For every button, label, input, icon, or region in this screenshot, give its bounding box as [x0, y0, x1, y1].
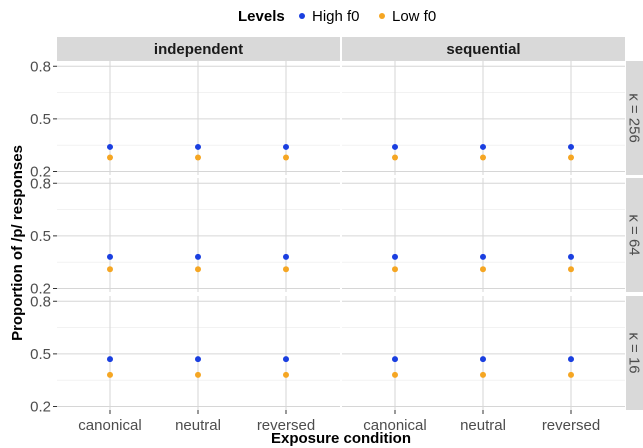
- y-tick-label: 0.5: [30, 228, 51, 245]
- data-point: [392, 266, 398, 273]
- x-tick-label: neutral: [175, 417, 221, 434]
- row-strip-1: [626, 178, 643, 292]
- data-point: [107, 266, 113, 273]
- y-tick-label: 0.2: [30, 163, 51, 180]
- legend-label-low-f0: Low f0: [392, 8, 436, 25]
- data-point: [107, 253, 113, 260]
- data-point: [283, 371, 289, 378]
- column-strip-1: [342, 37, 625, 61]
- column-strip-label: sequential: [446, 41, 520, 58]
- row-strip-label: κ = 64: [626, 214, 643, 255]
- y-tick-label: 0.8: [30, 293, 51, 310]
- y-tick-label: 0.8: [30, 58, 51, 75]
- legend-marker-low-f0: [379, 13, 385, 19]
- data-point: [283, 143, 289, 150]
- data-point: [480, 356, 486, 363]
- data-point: [283, 356, 289, 363]
- y-tick-label: 0.8: [30, 175, 51, 192]
- data-point: [195, 356, 201, 363]
- data-point: [195, 143, 201, 150]
- row-strip-2: [626, 296, 643, 410]
- y-tick-label: 0.2: [30, 398, 51, 415]
- y-tick-label: 0.5: [30, 346, 51, 363]
- data-point: [392, 143, 398, 150]
- panels: independent sequential κ = 256 κ = 64 κ = 16…: [30, 37, 643, 434]
- data-point: [568, 371, 574, 378]
- x-tick-label: reversed: [542, 417, 600, 434]
- data-point: [568, 356, 574, 363]
- row-strip-label: κ = 256: [626, 93, 643, 143]
- x-tick-label: canonical: [78, 417, 141, 434]
- x-tick-label: reversed: [257, 417, 315, 434]
- y-tick-label: 0.2: [30, 280, 51, 297]
- data-point: [107, 371, 113, 378]
- data-point: [568, 266, 574, 273]
- data-point: [195, 371, 201, 378]
- column-strip-0: [57, 37, 340, 61]
- data-point: [568, 253, 574, 260]
- data-point: [195, 154, 201, 161]
- y-axis-title: Proportion of /p/ responses: [9, 145, 26, 341]
- data-point: [480, 371, 486, 378]
- y-tick-label: 0.5: [30, 111, 51, 128]
- legend-label-high-f0: High f0: [312, 8, 360, 25]
- data-point: [195, 253, 201, 260]
- legend: Levels High f0 Low f0: [238, 8, 436, 25]
- x-tick-label: canonical: [363, 417, 426, 434]
- data-point: [283, 266, 289, 273]
- column-strip-label: independent: [154, 41, 243, 58]
- data-point: [107, 143, 113, 150]
- x-tick-label: neutral: [460, 417, 506, 434]
- data-point: [480, 143, 486, 150]
- data-point: [392, 356, 398, 363]
- row-strip-0: [626, 61, 643, 175]
- x-axis-title: Exposure condition: [271, 430, 411, 447]
- data-point: [480, 154, 486, 161]
- data-point: [107, 356, 113, 363]
- data-point: [283, 253, 289, 260]
- data-point: [195, 266, 201, 273]
- data-point: [568, 143, 574, 150]
- row-strip-label: κ = 16: [626, 332, 643, 373]
- data-point: [568, 154, 574, 161]
- data-point: [283, 154, 289, 161]
- data-point: [392, 371, 398, 378]
- legend-title: Levels: [238, 8, 285, 25]
- data-point: [107, 154, 113, 161]
- data-point: [480, 266, 486, 273]
- data-point: [392, 154, 398, 161]
- data-point: [480, 253, 486, 260]
- legend-marker-high-f0: [299, 13, 305, 19]
- data-point: [392, 253, 398, 260]
